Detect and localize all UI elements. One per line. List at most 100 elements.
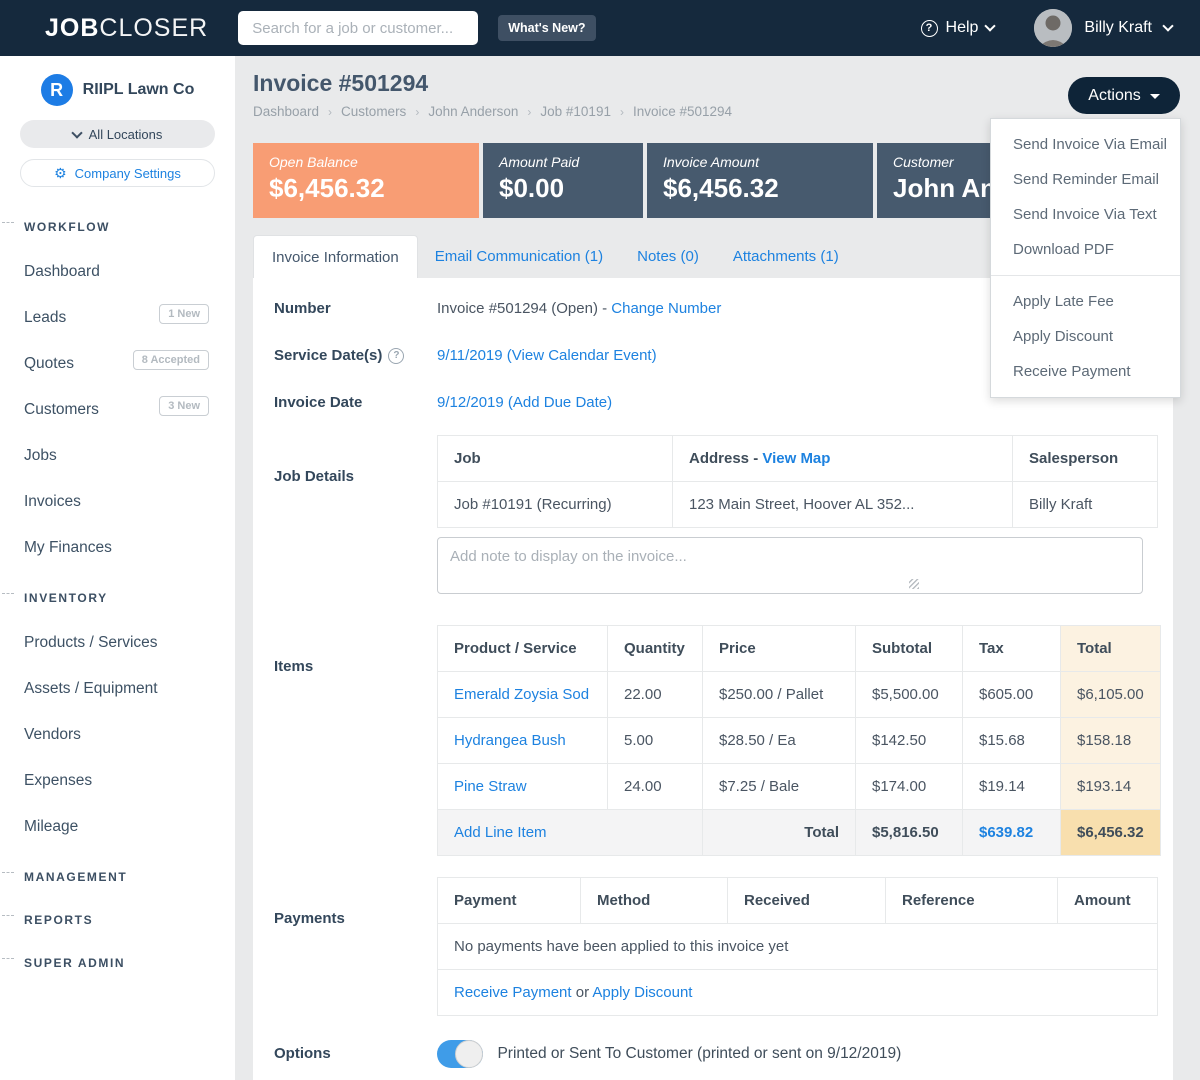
tab-email-communication[interactable]: Email Communication (1) [434, 248, 604, 265]
section-super-admin[interactable]: SUPER ADMIN [0, 954, 235, 972]
sidebar-item-dashboard[interactable]: Dashboard [24, 263, 100, 280]
add-due-date-link[interactable]: (Add Due Date) [507, 394, 613, 411]
invoice-note-input[interactable] [437, 537, 1143, 594]
item-link[interactable]: Hydrangea Bush [454, 732, 566, 749]
address-column-header: Address - View Map [672, 435, 1013, 482]
toggle-knob [455, 1039, 483, 1068]
job-column-header: Job [437, 435, 673, 482]
table-row: Emerald Zoysia Sod 22.00 $250.00 / Palle… [437, 671, 1161, 718]
breadcrumb-separator-icon: › [328, 104, 333, 119]
receive-payment-link[interactable]: Receive Payment [454, 984, 572, 1001]
breadcrumb-dashboard[interactable]: Dashboard [253, 104, 320, 119]
section-management[interactable]: MANAGEMENT [0, 868, 235, 886]
price-cell: $28.50 / Ea [702, 717, 856, 764]
apply-discount-link[interactable]: Apply Discount [592, 984, 693, 1001]
dash-icon [2, 915, 14, 916]
stat-amount-paid: Amount Paid $0.00 [483, 143, 643, 218]
options-label: Options [274, 1045, 331, 1062]
tax-cell: $15.68 [962, 717, 1061, 764]
subtotal-header: Subtotal [855, 625, 963, 672]
quotes-badge: 8 Accepted [132, 350, 209, 370]
reference-header: Reference [885, 877, 1058, 924]
salesperson-column-header: Salesperson [1012, 435, 1158, 482]
sidebar-item-vendors[interactable]: Vendors [24, 726, 81, 743]
quantity-cell: 22.00 [607, 671, 703, 718]
sidebar-item-leads[interactable]: Leads 1 New [0, 304, 235, 328]
total-label: Total [702, 809, 856, 856]
all-locations-label: All Locations [88, 126, 163, 142]
menu-item-send-invoice-text[interactable]: Send Invoice Via Text [1013, 206, 1157, 223]
change-number-link[interactable]: Change Number [611, 300, 722, 317]
add-line-item-link[interactable]: Add Line Item [454, 824, 547, 841]
section-workflow[interactable]: WORKFLOW [0, 218, 235, 236]
tab-attachments[interactable]: Attachments (1) [732, 248, 839, 265]
footer-tax-link[interactable]: $639.82 [979, 824, 1034, 841]
user-name[interactable]: Billy Kraft [1084, 19, 1152, 36]
quantity-cell: 24.00 [607, 763, 703, 810]
breadcrumb-customers[interactable]: Customers [341, 104, 407, 119]
subtotal-cell: $142.50 [855, 717, 963, 764]
view-map-link[interactable]: View Map [762, 450, 831, 467]
sidebar-item-expenses[interactable]: Expenses [24, 772, 93, 789]
price-header: Price [702, 625, 856, 672]
amount-header: Amount [1057, 877, 1158, 924]
actions-button[interactable]: Actions [1068, 77, 1180, 114]
leads-badge: 1 New [159, 304, 209, 324]
sidebar-item-customers[interactable]: Customers 3 New [0, 396, 235, 420]
avatar-image [1034, 9, 1073, 47]
invoice-date-link[interactable]: 9/12/2019 [437, 394, 508, 411]
section-inventory[interactable]: INVENTORY [0, 589, 235, 607]
sidebar-item-invoices[interactable]: Invoices [24, 493, 81, 510]
sidebar-item-jobs[interactable]: Jobs [24, 447, 57, 464]
job-details-table: Job Address - View Map Salesperson Job #… [437, 435, 1158, 528]
menu-item-apply-late-fee[interactable]: Apply Late Fee [1013, 293, 1114, 310]
whats-new-button[interactable]: What's New? [498, 15, 596, 41]
printed-sent-text: Printed or Sent To Customer (printed or … [497, 1044, 902, 1062]
menu-item-send-reminder-email[interactable]: Send Reminder Email [1013, 171, 1159, 188]
table-row: No payments have been applied to this in… [437, 923, 1158, 970]
breadcrumb-job[interactable]: Job #10191 [540, 104, 611, 119]
tabs: Invoice Information Email Communication … [253, 235, 1173, 278]
search-input[interactable] [238, 11, 479, 45]
view-calendar-event-link[interactable]: (View Calendar Event) [506, 347, 657, 364]
tax-header: Tax [962, 625, 1061, 672]
menu-item-download-pdf[interactable]: Download PDF [1013, 241, 1114, 258]
chevron-down-icon [70, 127, 83, 139]
top-navbar: JOBCLOSER What's New? ? Help Billy Kraft [0, 0, 1200, 56]
menu-item-apply-discount[interactable]: Apply Discount [1013, 328, 1114, 345]
company-logo: R [40, 74, 73, 106]
quantity-header: Quantity [607, 625, 703, 672]
all-locations-select[interactable]: All Locations [20, 120, 215, 148]
payments-table: Payment Method Received Reference Amount… [437, 877, 1158, 1016]
sidebar-item-quotes[interactable]: Quotes 8 Accepted [0, 350, 235, 374]
menu-item-receive-payment[interactable]: Receive Payment [1013, 363, 1131, 380]
printed-sent-toggle[interactable] [437, 1039, 483, 1068]
items-table: Product / Service Quantity Price Subtota… [437, 625, 1161, 856]
total-header: Total [1060, 625, 1161, 672]
user-avatar[interactable] [1034, 9, 1073, 47]
caret-down-icon [1149, 94, 1160, 99]
sidebar-item-products-services[interactable]: Products / Services [24, 634, 158, 651]
total-cell: $6,105.00 [1060, 671, 1161, 718]
subtotal-cell: $5,500.00 [855, 671, 963, 718]
no-payments-message: No payments have been applied to this in… [437, 923, 1158, 970]
breadcrumb-separator-icon: › [619, 104, 624, 119]
sidebar-item-mileage[interactable]: Mileage [24, 818, 79, 835]
breadcrumb-invoice[interactable]: Invoice #501294 [632, 104, 733, 119]
section-reports[interactable]: REPORTS [0, 911, 235, 929]
sidebar-item-my-finances[interactable]: My Finances [24, 539, 112, 556]
service-date-link[interactable]: 9/11/2019 [437, 347, 507, 364]
tab-notes[interactable]: Notes (0) [637, 248, 699, 265]
method-header: Method [580, 877, 728, 924]
chevron-down-icon[interactable] [1162, 20, 1174, 32]
company-settings-button[interactable]: ⚙ Company Settings [20, 159, 215, 187]
breadcrumb-john-anderson[interactable]: John Anderson [428, 104, 519, 119]
menu-item-send-invoice-email[interactable]: Send Invoice Via Email [1013, 136, 1167, 153]
sidebar-item-assets-equipment[interactable]: Assets / Equipment [24, 680, 158, 697]
total-cell: $193.14 [1060, 763, 1161, 810]
payment-header: Payment [437, 877, 581, 924]
item-link[interactable]: Emerald Zoysia Sod [454, 686, 590, 703]
item-link[interactable]: Pine Straw [454, 778, 527, 795]
help-menu[interactable]: ? Help [920, 19, 997, 37]
tab-invoice-information[interactable]: Invoice Information [253, 235, 418, 278]
